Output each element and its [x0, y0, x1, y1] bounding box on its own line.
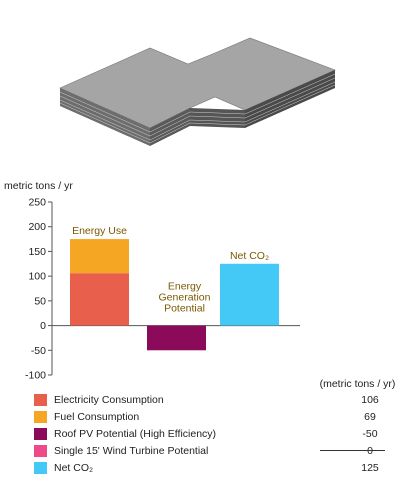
- building-side-face-mid: [150, 108, 190, 146]
- legend-value-electricity: 106: [361, 394, 379, 406]
- legend-value-net-co2: 125: [361, 462, 379, 474]
- building-floor-lines: [59, 73, 336, 144]
- building-model-illustration: [59, 37, 336, 146]
- building-side-face-right: [245, 70, 335, 128]
- y-tick-label: 150: [28, 246, 46, 258]
- legend-row-fuel: Fuel Consumption 69: [34, 409, 399, 426]
- bar-segment-net-co: [220, 263, 279, 326]
- bar-segment-electricity-consumption: [70, 273, 129, 326]
- bars: [70, 239, 279, 351]
- legend-label-wind: Single 15' Wind Turbine Potential: [54, 445, 209, 457]
- legend-label-net-co2: Net CO₂: [54, 462, 94, 474]
- legend-row-electricity: Electricity Consumption 106: [34, 392, 399, 409]
- legend-value-roof-pv: -50: [362, 428, 378, 440]
- legend-swatch-electricity: [34, 394, 47, 406]
- legend-value-fuel: 69: [364, 411, 376, 423]
- y-tick-label: 0: [40, 320, 46, 332]
- bar-label: Energy Use: [72, 225, 127, 237]
- legend-swatch-fuel: [34, 411, 47, 423]
- bar-label: Energy Generation Potential: [159, 281, 211, 315]
- legend-label-fuel: Fuel Consumption: [54, 411, 140, 423]
- y-tick-label: 200: [28, 221, 46, 233]
- y-tick-label: 250: [28, 197, 46, 209]
- bar-segment-roof-pv-potential-high-efficiency: [147, 325, 206, 351]
- y-axis-label: metric tons / yr: [4, 180, 73, 192]
- legend-row-roof-pv: Roof PV Potential (High Efficiency) -50: [34, 426, 399, 443]
- bar-segment-fuel-consumption: [70, 239, 129, 274]
- legend-total-rule: [320, 450, 385, 451]
- y-tick-label: 50: [34, 295, 46, 307]
- building-side-face-front: [190, 108, 245, 128]
- building-side-face-left: [60, 88, 150, 146]
- bar-label: Net CO₂: [230, 250, 269, 262]
- y-tick-label: -50: [31, 345, 46, 357]
- legend-row-wind: Single 15' Wind Turbine Potential 0: [34, 443, 399, 460]
- y-tick-label: 100: [28, 271, 46, 283]
- y-tick-label: -100: [25, 370, 46, 382]
- legend-swatch-wind: [34, 445, 47, 457]
- legend-value-wind: 0: [367, 445, 373, 457]
- legend-label-electricity: Electricity Consumption: [54, 394, 164, 406]
- legend-label-roof-pv: Roof PV Potential (High Efficiency): [54, 428, 217, 440]
- legend-swatch-net-co2: [34, 462, 47, 474]
- legend-swatch-roof-pv: [34, 428, 47, 440]
- legend-units-header: (metric tons / yr): [319, 378, 396, 390]
- bar-labels: Energy Use Energy Generation Potential Net C…: [72, 225, 269, 315]
- legend-row-net-co2: Net CO₂ 125: [34, 460, 399, 477]
